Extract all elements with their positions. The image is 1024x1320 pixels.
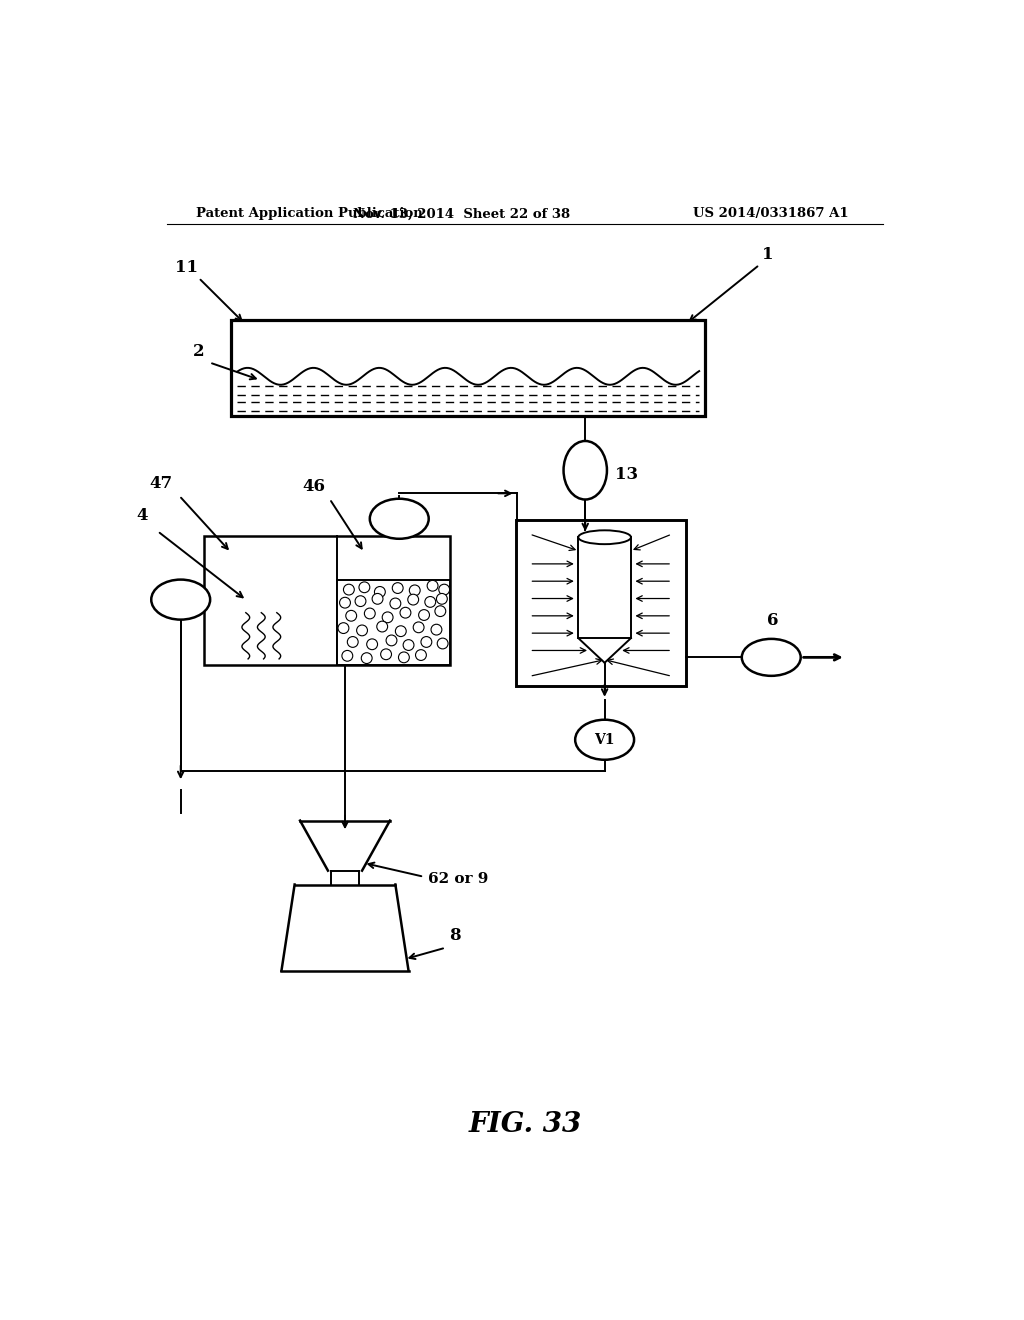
Text: 1: 1 — [762, 246, 773, 263]
Bar — [515, 520, 686, 686]
Circle shape — [355, 595, 366, 607]
Ellipse shape — [579, 531, 631, 544]
Ellipse shape — [152, 579, 210, 619]
Circle shape — [398, 652, 410, 663]
Circle shape — [438, 585, 450, 595]
Text: Nov. 13, 2014  Sheet 22 of 38: Nov. 13, 2014 Sheet 22 of 38 — [352, 207, 569, 220]
Text: 8: 8 — [449, 927, 461, 944]
Circle shape — [372, 594, 383, 605]
Circle shape — [392, 582, 403, 594]
Circle shape — [408, 594, 419, 605]
Circle shape — [382, 612, 393, 623]
Text: V3: V3 — [171, 593, 190, 607]
Circle shape — [436, 594, 447, 605]
Circle shape — [403, 640, 414, 651]
Circle shape — [427, 581, 438, 591]
Circle shape — [377, 622, 388, 632]
Circle shape — [356, 626, 368, 636]
Circle shape — [346, 610, 356, 622]
Circle shape — [437, 638, 449, 649]
Circle shape — [365, 609, 375, 619]
Text: 13: 13 — [614, 466, 638, 483]
Circle shape — [431, 624, 442, 635]
Circle shape — [359, 582, 370, 593]
Circle shape — [347, 636, 358, 647]
Circle shape — [395, 626, 407, 636]
Circle shape — [381, 649, 391, 660]
Text: 4: 4 — [136, 507, 147, 524]
Circle shape — [338, 623, 349, 634]
Circle shape — [342, 651, 352, 661]
Circle shape — [425, 597, 435, 607]
Bar — [579, 537, 631, 638]
Circle shape — [340, 597, 350, 609]
Text: Patent Application Publication: Patent Application Publication — [197, 207, 423, 220]
Circle shape — [343, 585, 354, 595]
Ellipse shape — [575, 719, 634, 760]
Text: 2: 2 — [193, 343, 205, 360]
Ellipse shape — [563, 441, 607, 499]
Ellipse shape — [370, 499, 429, 539]
Bar — [231, 321, 706, 416]
Text: 46: 46 — [302, 478, 326, 495]
Circle shape — [435, 606, 445, 616]
Bar — [204, 536, 450, 665]
Bar — [337, 581, 450, 665]
Circle shape — [414, 622, 424, 632]
Circle shape — [400, 607, 411, 618]
Text: US 2014/0331867 A1: US 2014/0331867 A1 — [693, 207, 849, 220]
Circle shape — [390, 598, 400, 609]
Text: FIG. 33: FIG. 33 — [468, 1111, 582, 1138]
Circle shape — [419, 610, 429, 620]
Text: V1: V1 — [594, 733, 614, 747]
Text: 47: 47 — [150, 475, 173, 492]
Circle shape — [421, 636, 432, 647]
Circle shape — [361, 653, 372, 664]
Circle shape — [375, 586, 385, 598]
Circle shape — [386, 635, 397, 645]
Text: 6: 6 — [767, 612, 779, 630]
Text: 62 or 9: 62 or 9 — [428, 873, 488, 886]
Circle shape — [416, 649, 426, 660]
Ellipse shape — [741, 639, 801, 676]
Circle shape — [367, 639, 378, 649]
Circle shape — [410, 585, 420, 595]
Text: 11: 11 — [175, 259, 198, 276]
Text: V2: V2 — [389, 512, 410, 525]
